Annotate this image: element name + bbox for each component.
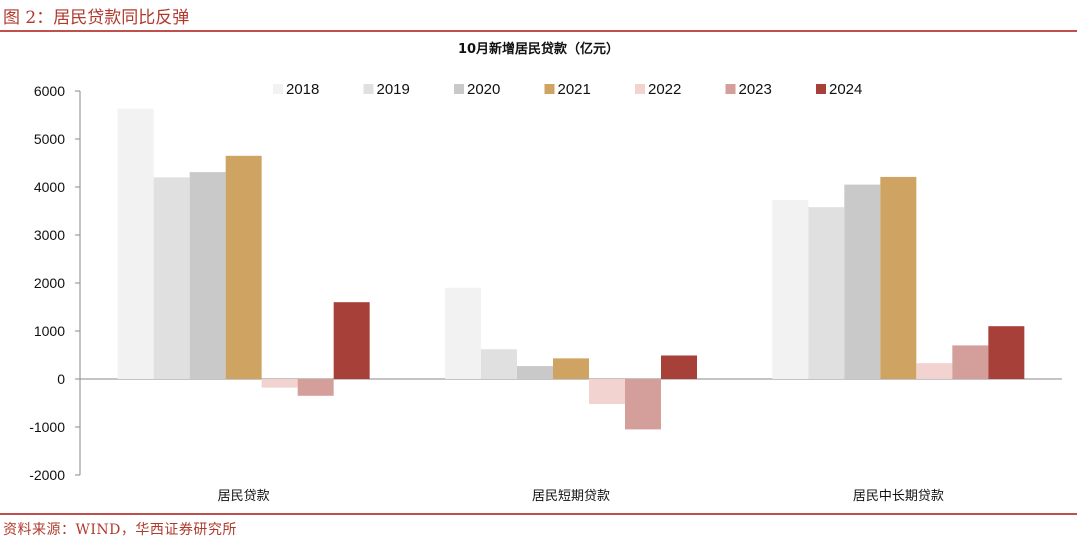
bar-2024-3 — [988, 326, 1025, 379]
legend-label: 2018 — [286, 81, 319, 98]
bar-2022-1 — [261, 379, 298, 388]
bar-2020-1 — [189, 172, 226, 379]
chart-title: 10月新增居民贷款（亿元） — [457, 42, 620, 57]
bar-2021-3 — [880, 176, 917, 379]
bar-2023-3 — [952, 345, 989, 379]
figure-header: 图 2：居民贷款同比反弹 — [0, 0, 1077, 32]
x-category-label: 居民短期贷款 — [532, 489, 610, 504]
legend-label: 2020 — [467, 81, 500, 98]
legend-swatch-2020 — [454, 84, 464, 94]
legend-label: 2024 — [829, 81, 862, 98]
legend-swatch-2023 — [725, 84, 736, 94]
bar-2019-1 — [153, 177, 190, 379]
x-category-label: 居民贷款 — [218, 489, 270, 504]
bar-2019-2 — [481, 349, 517, 379]
legend-swatch-2019 — [363, 84, 374, 94]
figure-footer — [0, 513, 1077, 515]
bar-2023-2 — [625, 379, 661, 430]
bar-2018-3 — [772, 199, 809, 379]
bar-2018-2 — [445, 287, 481, 379]
y-tick-label: 0 — [57, 371, 65, 387]
legend-swatch-2024 — [816, 84, 826, 94]
y-tick-label: 5000 — [34, 131, 65, 147]
y-tick-label: 2000 — [34, 275, 65, 291]
x-category-label: 居民中长期贷款 — [853, 489, 944, 504]
bar-2018-1 — [117, 108, 154, 379]
y-tick-label: 3000 — [34, 227, 65, 243]
legend-label: 2022 — [648, 81, 681, 98]
legend-label: 2023 — [739, 81, 772, 98]
bar-2022-2 — [589, 379, 625, 404]
legend-label: 2019 — [377, 81, 410, 98]
legend-swatch-2021 — [544, 84, 555, 94]
source-note: 资料来源：WIND，华西证券研究所 — [3, 522, 237, 538]
bar-2019-3 — [808, 207, 845, 379]
y-tick-label: 6000 — [34, 83, 65, 99]
y-tick-label: -2000 — [29, 467, 65, 483]
bar-2024-1 — [333, 302, 370, 379]
figure-title: 图 2：居民贷款同比反弹 — [3, 8, 190, 28]
bar-2021-1 — [225, 155, 262, 379]
legend-swatch-2018 — [273, 84, 283, 94]
y-tick-label: 1000 — [34, 323, 65, 339]
bar-2021-2 — [553, 358, 589, 379]
bar-chart: 6000 5000 4000 3000 2000 1000 0 -1000 -2000 居民贷款 居… — [29, 81, 1062, 504]
bar-2020-2 — [517, 366, 553, 379]
bar-2024-2 — [661, 355, 697, 379]
bar-2022-3 — [916, 363, 953, 379]
bar-2023-1 — [297, 379, 334, 396]
y-tick-label: -1000 — [29, 419, 65, 435]
legend-swatch-2022 — [635, 84, 645, 94]
legend-label: 2021 — [558, 81, 591, 98]
y-tick-label: 4000 — [34, 179, 65, 195]
bar-2020-3 — [844, 184, 881, 379]
